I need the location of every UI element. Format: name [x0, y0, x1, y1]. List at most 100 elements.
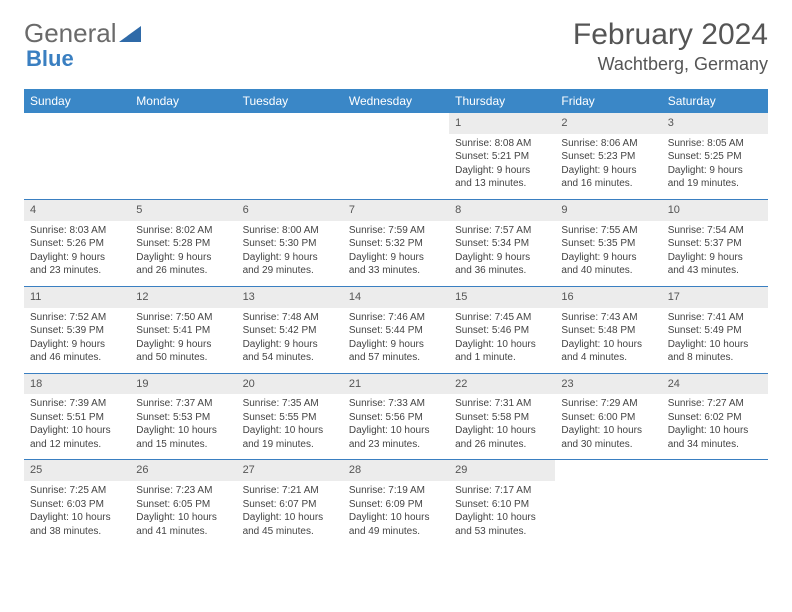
day-number [555, 460, 661, 481]
calendar-cell: 25Sunrise: 7:25 AMSunset: 6:03 PMDayligh… [24, 460, 130, 546]
day-details: Sunrise: 7:41 AMSunset: 5:49 PMDaylight:… [662, 308, 768, 373]
day-details: Sunrise: 7:59 AMSunset: 5:32 PMDaylight:… [343, 221, 449, 286]
day-details [24, 134, 130, 159]
day-details: Sunrise: 8:03 AMSunset: 5:26 PMDaylight:… [24, 221, 130, 286]
day-number: 25 [24, 460, 130, 481]
weekday-header: Thursday [449, 89, 555, 113]
day-number [237, 113, 343, 134]
calendar-cell: 16Sunrise: 7:43 AMSunset: 5:48 PMDayligh… [555, 286, 661, 373]
calendar-cell: 4Sunrise: 8:03 AMSunset: 5:26 PMDaylight… [24, 199, 130, 286]
day-number: 16 [555, 287, 661, 308]
day-details: Sunrise: 7:17 AMSunset: 6:10 PMDaylight:… [449, 481, 555, 546]
day-details: Sunrise: 7:23 AMSunset: 6:05 PMDaylight:… [130, 481, 236, 546]
day-details: Sunrise: 7:37 AMSunset: 5:53 PMDaylight:… [130, 394, 236, 459]
weekday-header: Wednesday [343, 89, 449, 113]
calendar-cell: 6Sunrise: 8:00 AMSunset: 5:30 PMDaylight… [237, 199, 343, 286]
calendar-cell: 22Sunrise: 7:31 AMSunset: 5:58 PMDayligh… [449, 373, 555, 460]
location: Wachtberg, Germany [573, 54, 768, 75]
day-number: 29 [449, 460, 555, 481]
day-number: 15 [449, 287, 555, 308]
calendar-cell: 20Sunrise: 7:35 AMSunset: 5:55 PMDayligh… [237, 373, 343, 460]
day-details: Sunrise: 7:50 AMSunset: 5:41 PMDaylight:… [130, 308, 236, 373]
day-details: Sunrise: 7:48 AMSunset: 5:42 PMDaylight:… [237, 308, 343, 373]
calendar-cell: 29Sunrise: 7:17 AMSunset: 6:10 PMDayligh… [449, 460, 555, 546]
calendar-cell [130, 113, 236, 199]
weekday-header: Sunday [24, 89, 130, 113]
calendar-cell: 19Sunrise: 7:37 AMSunset: 5:53 PMDayligh… [130, 373, 236, 460]
calendar-cell: 21Sunrise: 7:33 AMSunset: 5:56 PMDayligh… [343, 373, 449, 460]
day-details: Sunrise: 7:54 AMSunset: 5:37 PMDaylight:… [662, 221, 768, 286]
day-number: 17 [662, 287, 768, 308]
calendar-cell [662, 460, 768, 546]
calendar-cell [24, 113, 130, 199]
day-number: 23 [555, 374, 661, 395]
calendar-cell: 18Sunrise: 7:39 AMSunset: 5:51 PMDayligh… [24, 373, 130, 460]
logo-triangle-icon [119, 18, 141, 49]
day-number: 11 [24, 287, 130, 308]
day-number: 28 [343, 460, 449, 481]
calendar-cell: 5Sunrise: 8:02 AMSunset: 5:28 PMDaylight… [130, 199, 236, 286]
logo: General [24, 18, 141, 49]
day-details: Sunrise: 7:46 AMSunset: 5:44 PMDaylight:… [343, 308, 449, 373]
day-number: 2 [555, 113, 661, 134]
day-number: 7 [343, 200, 449, 221]
day-number: 10 [662, 200, 768, 221]
calendar-cell: 15Sunrise: 7:45 AMSunset: 5:46 PMDayligh… [449, 286, 555, 373]
day-details: Sunrise: 8:08 AMSunset: 5:21 PMDaylight:… [449, 134, 555, 199]
day-number: 14 [343, 287, 449, 308]
calendar-cell: 13Sunrise: 7:48 AMSunset: 5:42 PMDayligh… [237, 286, 343, 373]
day-number: 8 [449, 200, 555, 221]
day-details: Sunrise: 8:00 AMSunset: 5:30 PMDaylight:… [237, 221, 343, 286]
calendar-cell: 2Sunrise: 8:06 AMSunset: 5:23 PMDaylight… [555, 113, 661, 199]
day-number [130, 113, 236, 134]
day-details: Sunrise: 7:25 AMSunset: 6:03 PMDaylight:… [24, 481, 130, 546]
day-number: 6 [237, 200, 343, 221]
title-block: February 2024 Wachtberg, Germany [573, 18, 768, 75]
month-title: February 2024 [573, 18, 768, 52]
day-details: Sunrise: 7:39 AMSunset: 5:51 PMDaylight:… [24, 394, 130, 459]
day-number: 27 [237, 460, 343, 481]
day-details: Sunrise: 8:05 AMSunset: 5:25 PMDaylight:… [662, 134, 768, 199]
day-details [662, 481, 768, 506]
weekday-header: Monday [130, 89, 236, 113]
day-details: Sunrise: 7:21 AMSunset: 6:07 PMDaylight:… [237, 481, 343, 546]
day-details: Sunrise: 7:55 AMSunset: 5:35 PMDaylight:… [555, 221, 661, 286]
calendar-cell: 11Sunrise: 7:52 AMSunset: 5:39 PMDayligh… [24, 286, 130, 373]
calendar-cell: 23Sunrise: 7:29 AMSunset: 6:00 PMDayligh… [555, 373, 661, 460]
logo-text-1: General [24, 18, 117, 49]
calendar-cell: 10Sunrise: 7:54 AMSunset: 5:37 PMDayligh… [662, 199, 768, 286]
calendar-cell [237, 113, 343, 199]
day-details: Sunrise: 7:29 AMSunset: 6:00 PMDaylight:… [555, 394, 661, 459]
day-details: Sunrise: 8:02 AMSunset: 5:28 PMDaylight:… [130, 221, 236, 286]
day-details [555, 481, 661, 506]
day-number: 9 [555, 200, 661, 221]
weekday-header: Saturday [662, 89, 768, 113]
calendar-cell [555, 460, 661, 546]
day-details: Sunrise: 7:57 AMSunset: 5:34 PMDaylight:… [449, 221, 555, 286]
calendar-cell: 14Sunrise: 7:46 AMSunset: 5:44 PMDayligh… [343, 286, 449, 373]
day-details: Sunrise: 7:43 AMSunset: 5:48 PMDaylight:… [555, 308, 661, 373]
day-details [237, 134, 343, 159]
day-number: 12 [130, 287, 236, 308]
day-number: 13 [237, 287, 343, 308]
day-details [130, 134, 236, 159]
day-details: Sunrise: 7:33 AMSunset: 5:56 PMDaylight:… [343, 394, 449, 459]
day-details: Sunrise: 7:45 AMSunset: 5:46 PMDaylight:… [449, 308, 555, 373]
weekday-header: Tuesday [237, 89, 343, 113]
day-details: Sunrise: 7:52 AMSunset: 5:39 PMDaylight:… [24, 308, 130, 373]
day-details: Sunrise: 8:06 AMSunset: 5:23 PMDaylight:… [555, 134, 661, 199]
day-number: 26 [130, 460, 236, 481]
day-details: Sunrise: 7:31 AMSunset: 5:58 PMDaylight:… [449, 394, 555, 459]
header: General February 2024 Wachtberg, Germany [24, 18, 768, 75]
day-number: 19 [130, 374, 236, 395]
day-number: 4 [24, 200, 130, 221]
day-details: Sunrise: 7:35 AMSunset: 5:55 PMDaylight:… [237, 394, 343, 459]
day-number: 5 [130, 200, 236, 221]
calendar-cell: 27Sunrise: 7:21 AMSunset: 6:07 PMDayligh… [237, 460, 343, 546]
day-number: 22 [449, 374, 555, 395]
calendar-cell: 17Sunrise: 7:41 AMSunset: 5:49 PMDayligh… [662, 286, 768, 373]
calendar-cell: 24Sunrise: 7:27 AMSunset: 6:02 PMDayligh… [662, 373, 768, 460]
calendar-cell: 8Sunrise: 7:57 AMSunset: 5:34 PMDaylight… [449, 199, 555, 286]
day-number: 1 [449, 113, 555, 134]
day-number [662, 460, 768, 481]
